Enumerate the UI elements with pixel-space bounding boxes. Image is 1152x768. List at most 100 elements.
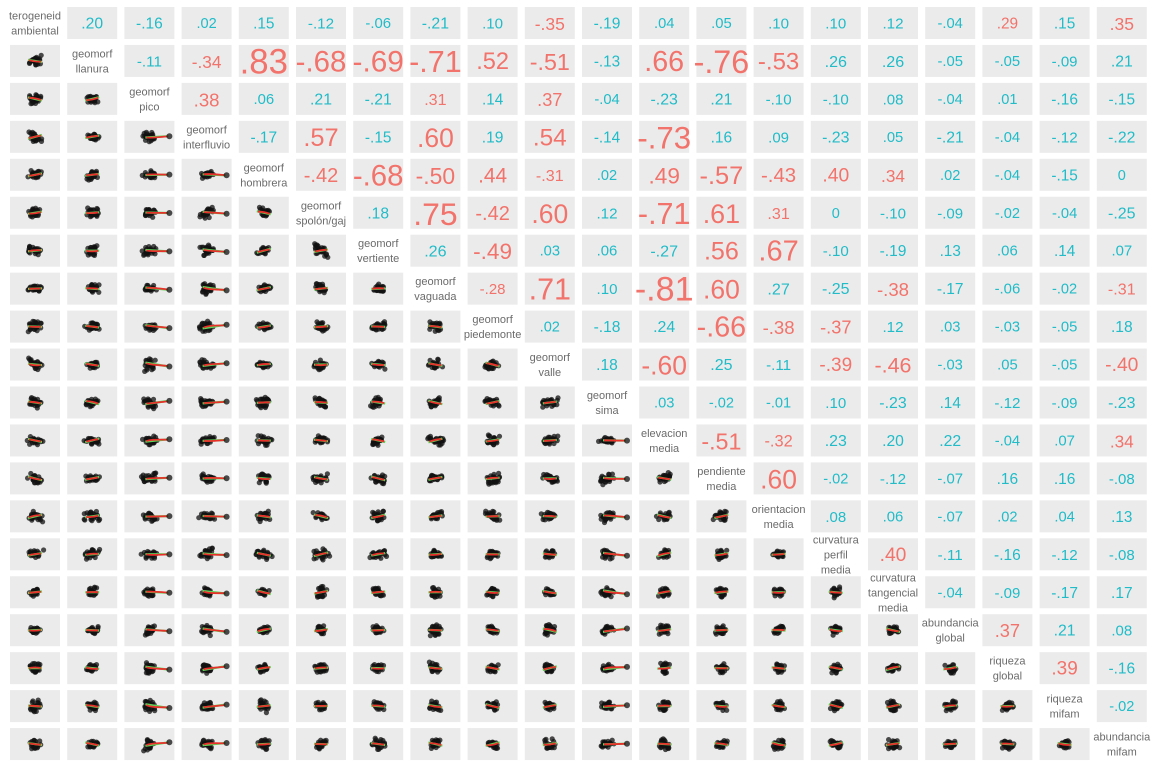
smooth-fit-line bbox=[314, 439, 328, 442]
panel-background bbox=[524, 44, 575, 77]
data-point bbox=[606, 471, 612, 477]
panel-background bbox=[696, 44, 747, 77]
correlation-value: .07 bbox=[1111, 244, 1132, 260]
panel-background bbox=[982, 196, 1033, 229]
correlation-value: .02 bbox=[196, 16, 216, 32]
data-point bbox=[205, 318, 211, 324]
data-point bbox=[255, 441, 262, 447]
panel-background bbox=[810, 310, 861, 343]
scatter-panel bbox=[85, 282, 102, 295]
data-point bbox=[719, 669, 725, 675]
panel-background bbox=[524, 82, 575, 115]
scatter-panel bbox=[140, 510, 173, 524]
scatter-panel bbox=[81, 435, 102, 447]
scatter-panel bbox=[140, 129, 173, 145]
smooth-fit-line bbox=[257, 324, 271, 329]
scatter-panel bbox=[369, 319, 388, 333]
panel-background bbox=[982, 272, 1033, 305]
correlation-value: .10 bbox=[768, 16, 789, 33]
data-point bbox=[199, 320, 206, 326]
data-point bbox=[609, 471, 616, 477]
data-point bbox=[320, 320, 326, 326]
scatter-panel bbox=[26, 243, 44, 258]
panel-background bbox=[982, 44, 1033, 77]
data-point bbox=[197, 553, 203, 559]
smooth-fit-line bbox=[86, 287, 99, 290]
panel-background bbox=[410, 120, 461, 153]
data-point bbox=[38, 52, 44, 58]
scatter-panel bbox=[84, 359, 100, 371]
correlation-value: 0 bbox=[1118, 168, 1126, 184]
outlier-point bbox=[166, 363, 173, 370]
correlation-value: .40 bbox=[880, 545, 907, 566]
correlation-value: -.17 bbox=[1051, 585, 1078, 602]
smooth-fit-line bbox=[372, 400, 385, 405]
correlation-value: .08 bbox=[825, 509, 846, 526]
correlation-value: -.01 bbox=[766, 396, 791, 412]
panel-background bbox=[868, 44, 918, 77]
scatter-panel bbox=[253, 394, 272, 411]
outlier-point bbox=[166, 210, 173, 216]
panel-background bbox=[1039, 386, 1090, 419]
scatter-panel bbox=[27, 92, 44, 107]
diagonal-label: media bbox=[706, 481, 737, 493]
data-point bbox=[383, 553, 390, 560]
outlier-point bbox=[624, 437, 630, 444]
panel-background bbox=[124, 7, 175, 39]
data-point bbox=[261, 397, 267, 403]
diagonal-label: curvatura bbox=[813, 534, 860, 546]
panel-background bbox=[753, 272, 804, 305]
panel-background bbox=[467, 158, 518, 191]
smooth-fit-line bbox=[257, 210, 271, 215]
panel-background bbox=[1039, 424, 1090, 457]
scatter-panel bbox=[256, 282, 274, 295]
smooth-fit-line bbox=[28, 514, 42, 519]
correlation-value: .20 bbox=[882, 433, 904, 450]
correlation-value: .20 bbox=[81, 16, 103, 33]
correlation-value: -.10 bbox=[880, 205, 906, 222]
outlier-point bbox=[223, 475, 230, 482]
smooth-fit-line bbox=[257, 248, 270, 253]
smooth-fit-line bbox=[314, 363, 328, 367]
panel-background bbox=[1039, 120, 1090, 153]
correlation-value: .05 bbox=[883, 130, 904, 146]
scatter-panel bbox=[256, 471, 272, 486]
correlation-value: .04 bbox=[1054, 509, 1074, 525]
smooth-fit-line bbox=[429, 325, 442, 329]
panel-background bbox=[810, 120, 861, 153]
data-point bbox=[496, 470, 502, 476]
outlier-point bbox=[166, 628, 173, 635]
data-point bbox=[435, 396, 441, 402]
diagonal-label: vertiente bbox=[357, 253, 399, 265]
correlation-value: -.17 bbox=[937, 281, 964, 298]
smooth-fit-line bbox=[257, 477, 270, 481]
smooth-fit-line bbox=[85, 135, 99, 139]
smooth-fit-line bbox=[86, 325, 99, 329]
correlation-value: .07 bbox=[1054, 433, 1075, 449]
scatter-panel bbox=[482, 396, 502, 409]
panel-background bbox=[1039, 272, 1090, 305]
panel-background bbox=[810, 234, 861, 267]
data-point bbox=[371, 662, 378, 668]
scatter-panel bbox=[254, 508, 273, 525]
panel-background bbox=[810, 272, 861, 305]
correlation-value: -.05 bbox=[937, 54, 963, 70]
scatter-panel bbox=[427, 319, 444, 334]
data-point bbox=[483, 398, 489, 404]
correlation-value: .02 bbox=[540, 320, 560, 336]
correlation-value: -.38 bbox=[877, 279, 909, 300]
data-point bbox=[90, 252, 97, 258]
data-point bbox=[321, 592, 328, 598]
correlation-value: -.35 bbox=[535, 14, 565, 34]
smooth-fit-line bbox=[772, 666, 785, 670]
smooth-fit-line bbox=[203, 401, 225, 404]
data-point bbox=[323, 251, 329, 257]
correlation-value: -.16 bbox=[136, 16, 163, 33]
panel-background bbox=[982, 462, 1033, 495]
panel-background bbox=[696, 272, 747, 305]
correlation-value: -.68 bbox=[353, 159, 404, 192]
smooth-fit-line bbox=[372, 438, 385, 443]
data-point bbox=[602, 479, 608, 485]
diagonal-label: media bbox=[821, 564, 852, 576]
panel-background bbox=[1039, 158, 1090, 191]
